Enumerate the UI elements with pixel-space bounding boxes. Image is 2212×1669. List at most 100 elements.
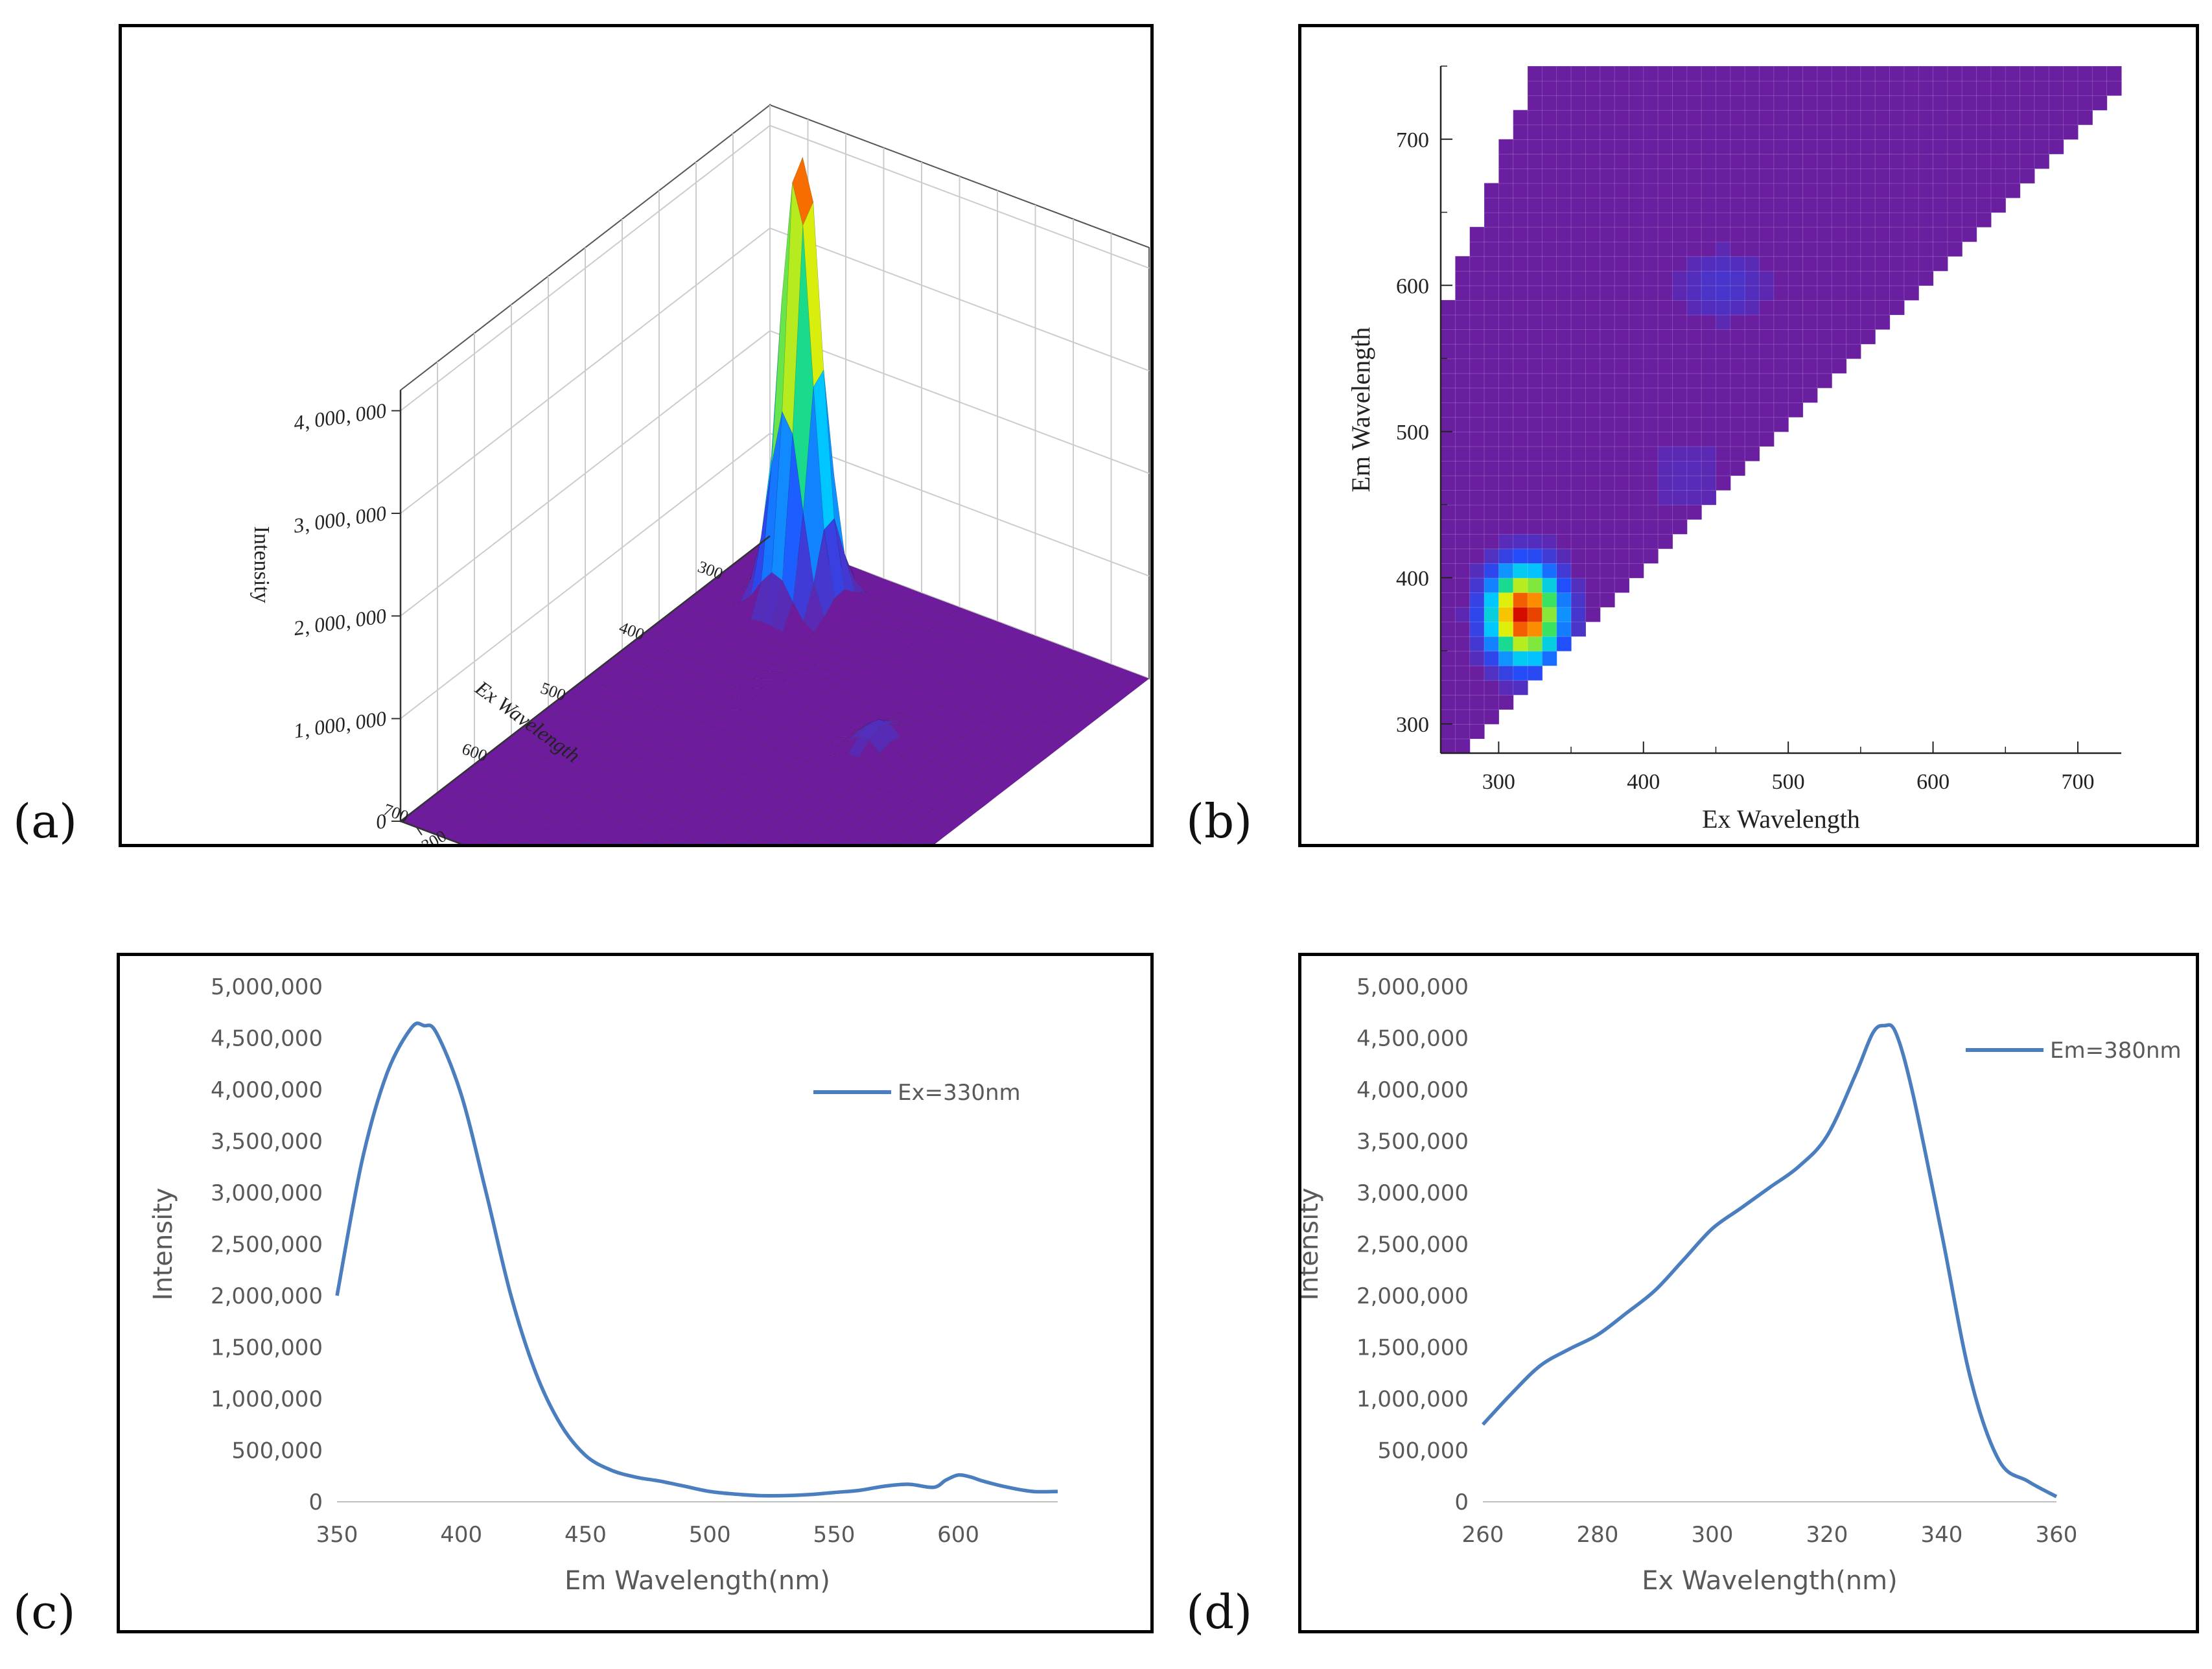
heatmap-cell — [1686, 226, 1703, 242]
heatmap-cell — [1469, 607, 1485, 623]
panel-a: 0 1, 000, 000 2, 000, 000 3, 000, 000 4, 000… — [119, 24, 1154, 983]
heatmap-cell — [1454, 373, 1471, 389]
heatmap-cell — [1643, 533, 1659, 550]
heatmap-cell — [1440, 489, 1456, 506]
heatmap-cell — [1976, 80, 1992, 97]
heatmap-cell — [1513, 299, 1529, 316]
heatmap-cell — [1440, 636, 1456, 652]
heatmap-cell — [1440, 358, 1456, 374]
heatmap-cell — [1556, 563, 1572, 579]
heatmap-cell — [1629, 226, 1644, 242]
heatmap-cell — [1570, 548, 1587, 564]
x-axis-label: Ex Wavelength(nm) — [1642, 1566, 1897, 1596]
heatmap-cell — [1469, 373, 1485, 389]
heatmap-cell — [1903, 168, 1920, 184]
heatmap-cell — [2034, 153, 2050, 169]
heatmap-cell — [1773, 358, 1789, 374]
heatmap-cell — [1556, 299, 1572, 316]
heatmap-cell — [1643, 344, 1659, 360]
heatmap-cell — [1831, 183, 1847, 198]
heatmap-cell — [1773, 153, 1789, 169]
heatmap-cell — [1990, 153, 2007, 169]
heatmap-cell — [1614, 314, 1630, 330]
heatmap-cell — [1498, 621, 1514, 637]
heatmap-cell — [1657, 533, 1673, 550]
heatmap-cell — [1469, 460, 1485, 476]
heatmap-cell — [1918, 226, 1934, 242]
heatmap-cell — [1672, 416, 1688, 432]
heatmap-cell — [1889, 168, 1905, 184]
heatmap-cell — [1498, 344, 1514, 360]
heatmap-cell — [1773, 270, 1789, 286]
heatmap-cell — [1484, 431, 1500, 447]
heatmap-cell — [1541, 329, 1557, 345]
heatmap-cell — [1570, 416, 1587, 432]
heatmap-cell — [1773, 80, 1789, 97]
heatmap-cell — [1556, 212, 1572, 228]
heatmap-cell — [1744, 285, 1760, 301]
heatmap-cell — [1629, 358, 1644, 374]
heatmap-cell — [1657, 314, 1673, 330]
heatmap-cell — [1672, 95, 1688, 111]
heatmap-cell — [1874, 285, 1891, 301]
heatmap-cell — [1874, 124, 1891, 140]
heatmap-cell — [1440, 329, 1456, 345]
heatmap-cell — [1600, 504, 1616, 520]
heatmap-cell — [1686, 299, 1703, 316]
heatmap-cell — [1484, 445, 1500, 461]
y-tick-label: 5,000,000 — [1356, 974, 1469, 1000]
heatmap-cell — [1759, 168, 1775, 184]
heatmap-cell — [1527, 519, 1543, 535]
heatmap-cell — [1600, 80, 1616, 97]
heatmap-cell — [1672, 314, 1688, 330]
heatmap-cell — [1860, 197, 1876, 213]
heatmap-cell — [1744, 445, 1760, 461]
heatmap-cell — [1556, 153, 1572, 169]
heatmap-cell — [1469, 694, 1485, 710]
heatmap-cell — [1484, 344, 1500, 360]
heatmap-cell — [1831, 299, 1847, 316]
heatmap-cell — [1759, 183, 1775, 198]
heatmap-cell — [1454, 563, 1471, 579]
heatmap-cell — [1600, 431, 1616, 447]
heatmap-cell — [1787, 241, 1804, 257]
heatmap-cell — [1614, 445, 1630, 461]
heatmap-cell — [1672, 139, 1688, 155]
heatmap-cell — [1947, 124, 1963, 140]
heatmap-cell — [1541, 212, 1557, 228]
x-tick-label: 320 — [1806, 1522, 1848, 1548]
heatmap-cell — [1513, 387, 1529, 403]
heatmap-cell — [1484, 533, 1500, 550]
heatmap-cell — [1643, 475, 1659, 491]
heatmap-cell — [1614, 373, 1630, 389]
heatmap-cell — [1570, 344, 1587, 360]
heatmap-cell — [1469, 665, 1485, 681]
heatmap-cell — [1831, 212, 1847, 228]
heatmap-cell — [1570, 358, 1587, 374]
heatmap-cell — [1918, 241, 1934, 257]
heatmap-cell — [1672, 475, 1688, 491]
heatmap-cell — [1629, 212, 1644, 228]
heatmap-cell — [1513, 153, 1529, 169]
heatmap-cell — [1933, 226, 1948, 242]
heatmap-cell — [1716, 212, 1731, 228]
heatmap-cell — [1527, 504, 1543, 520]
heatmap-cell — [1773, 416, 1789, 432]
heatmap-cell — [1498, 402, 1514, 418]
heatmap-cell — [1513, 197, 1529, 213]
heatmap-cell — [2005, 80, 2021, 97]
heatmap-cell — [1759, 285, 1775, 301]
heatmap-cell — [1903, 183, 1920, 198]
heatmap-cell — [1773, 255, 1789, 272]
heatmap-cell — [1672, 255, 1688, 272]
legend-label: Em=380nm — [2050, 1038, 2182, 1064]
heatmap-cell — [2048, 65, 2064, 82]
heatmap-cell — [1454, 708, 1471, 725]
heatmap-cell — [1990, 110, 2007, 126]
heatmap-cell — [1701, 431, 1717, 447]
heatmap-cell — [1860, 110, 1876, 126]
heatmap-cell — [1933, 255, 1948, 272]
heatmap-cell — [1686, 241, 1703, 257]
heatmap-cell — [1484, 489, 1500, 506]
heatmap-cell — [1600, 344, 1616, 360]
